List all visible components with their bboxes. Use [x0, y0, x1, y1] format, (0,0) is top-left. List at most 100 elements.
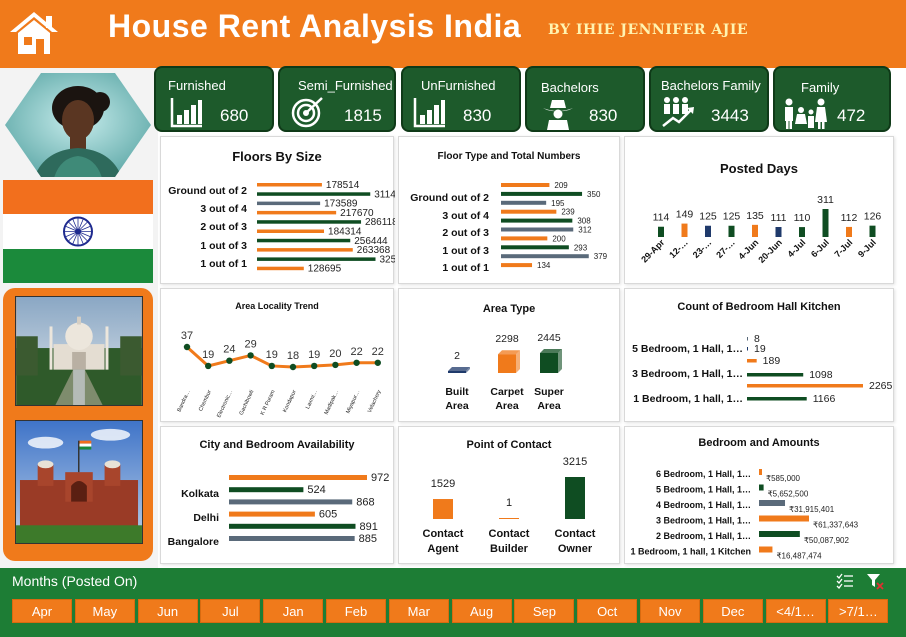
kpi-label: Semi_Furnished — [298, 78, 393, 93]
data-label: 29 — [244, 338, 256, 350]
month-button[interactable]: Feb — [326, 599, 386, 623]
bar — [501, 209, 557, 214]
data-label: 524 — [307, 484, 325, 496]
month-button[interactable]: Nov — [640, 599, 700, 623]
bar — [799, 227, 805, 237]
data-label: 135 — [746, 210, 764, 222]
bar — [775, 227, 782, 237]
month-button[interactable]: Apr — [12, 599, 72, 623]
x-tick-label: 6-Jul — [809, 237, 831, 259]
data-label: ₹50,087,902 — [804, 536, 850, 545]
month-button[interactable]: >7/1… — [828, 599, 889, 623]
posted-days-chart: 11429-Apr14912-…12523-…12527-…1354-Jun11… — [639, 194, 881, 265]
series-line — [186, 345, 378, 369]
month-button[interactable]: Dec — [702, 599, 763, 623]
data-label: 128695 — [308, 264, 342, 275]
bar — [681, 223, 688, 237]
kpi-unfurnished[interactable]: UnFurnished 830 — [401, 66, 521, 132]
month-button[interactable]: Sep — [514, 599, 575, 623]
bar — [501, 218, 573, 223]
panel-title: Count of Bedroom Hall Kitchen — [677, 301, 841, 313]
bar — [257, 210, 337, 215]
category-label: Contact — [423, 528, 464, 540]
data-label: 972 — [371, 472, 389, 484]
data-label: 2445 — [537, 332, 561, 344]
data-label: 20 — [329, 348, 341, 360]
category-label: 2 Bedroom, 1 Hall, 1… — [656, 531, 751, 541]
bar — [759, 546, 773, 553]
data-label: 178514 — [326, 180, 360, 191]
x-tick-label: 12-… — [667, 237, 690, 260]
bar — [257, 266, 304, 271]
kpi-value: 1815 — [344, 106, 382, 125]
kpi-family[interactable]: Family 472 — [773, 66, 891, 132]
month-button[interactable]: Jul — [200, 599, 261, 623]
bedroom-amounts-panel: Bedroom and Amounts ₹585,000 6 Bedroom, 1… — [624, 426, 894, 564]
category-label: Bangalore — [168, 536, 220, 548]
category-label: 6 Bedroom, 1 Hall, 1… — [656, 469, 751, 479]
bar — [501, 245, 569, 250]
category-label: Owner — [558, 543, 593, 555]
bar — [448, 371, 466, 373]
bar — [759, 515, 809, 522]
red-fort-image — [15, 420, 143, 544]
category-label: Contact — [489, 528, 530, 540]
month-button[interactable]: Mar — [388, 599, 449, 623]
data-label: 605 — [319, 509, 337, 521]
months-slicer: Months (Posted On) Apr May Jun Jul Jan Feb Mar… — [0, 568, 906, 637]
month-button[interactable]: Oct — [577, 599, 638, 623]
bar — [229, 475, 367, 480]
data-label: 217670 — [340, 208, 374, 219]
panel-title: Area Type — [482, 303, 536, 315]
category-label: Ground out of 2 — [168, 185, 247, 197]
data-label: 263368 — [357, 245, 391, 256]
bar — [501, 254, 589, 259]
data-label: 3215 — [563, 456, 587, 468]
data-label: 293 — [574, 243, 588, 252]
clear-filter-icon[interactable] — [866, 572, 884, 590]
india-flag-image — [3, 180, 153, 283]
kpi-bachelors-family[interactable]: Bachelors Family 3443 — [649, 66, 769, 132]
data-label: 868 — [356, 496, 374, 508]
month-button[interactable]: Aug — [451, 599, 512, 623]
bar — [747, 373, 804, 377]
cowboy-icon — [543, 100, 573, 130]
portrait-image — [5, 73, 151, 177]
bar — [229, 499, 353, 505]
month-button[interactable]: <4/1… — [765, 599, 826, 623]
data-label: 325876 — [380, 254, 395, 265]
author-byline: BY IHIE JENNIFER AJIE — [548, 22, 749, 38]
kpi-bachelors[interactable]: Bachelors 830 — [525, 66, 645, 132]
city-bedroom-panel: City and Bedroom Availability 972 524 868 6… — [160, 426, 394, 564]
data-label: 2298 — [495, 333, 519, 345]
month-button[interactable]: Jan — [263, 599, 324, 623]
bar — [747, 397, 807, 401]
bar — [747, 337, 748, 341]
month-button[interactable]: Jun — [137, 599, 198, 623]
category-label: 1 out of 1 — [200, 258, 247, 270]
data-label: 1 — [506, 497, 512, 509]
data-label: ₹16,487,474 — [776, 552, 822, 561]
bar — [759, 531, 800, 537]
kpi-value: 680 — [220, 106, 249, 125]
bar — [501, 236, 548, 241]
point-of-contact-panel: Point of Contact 1529 Contact Agent 1 Contac… — [398, 426, 620, 564]
multi-select-icon[interactable] — [836, 572, 854, 590]
home-icon — [10, 12, 58, 54]
kpi-furnished[interactable]: Furnished 680 — [154, 66, 274, 132]
kpi-semi-furnished[interactable]: Semi_Furnished 1815 — [278, 66, 396, 132]
x-tick-label: 7-Jul — [832, 237, 854, 259]
bar — [501, 227, 574, 232]
month-button[interactable]: May — [74, 599, 135, 623]
bar — [501, 200, 547, 205]
x-tick-label: Electronic… — [216, 389, 234, 418]
bar — [658, 226, 664, 237]
data-label: 312 — [578, 226, 592, 235]
data-label: 308 — [577, 217, 591, 226]
family-growth-icon — [662, 97, 694, 127]
data-label: 189 — [763, 355, 781, 367]
area-locality-chart: 37 Bandra… 19 Chembur 24 Electronic… 29 Gachibo… — [177, 330, 384, 419]
data-label: 19 — [266, 349, 278, 361]
bar — [759, 500, 786, 506]
bedroom-amounts-chart: ₹585,000 6 Bedroom, 1 Hall, 1… ₹5,652,500 5… — [630, 469, 859, 561]
